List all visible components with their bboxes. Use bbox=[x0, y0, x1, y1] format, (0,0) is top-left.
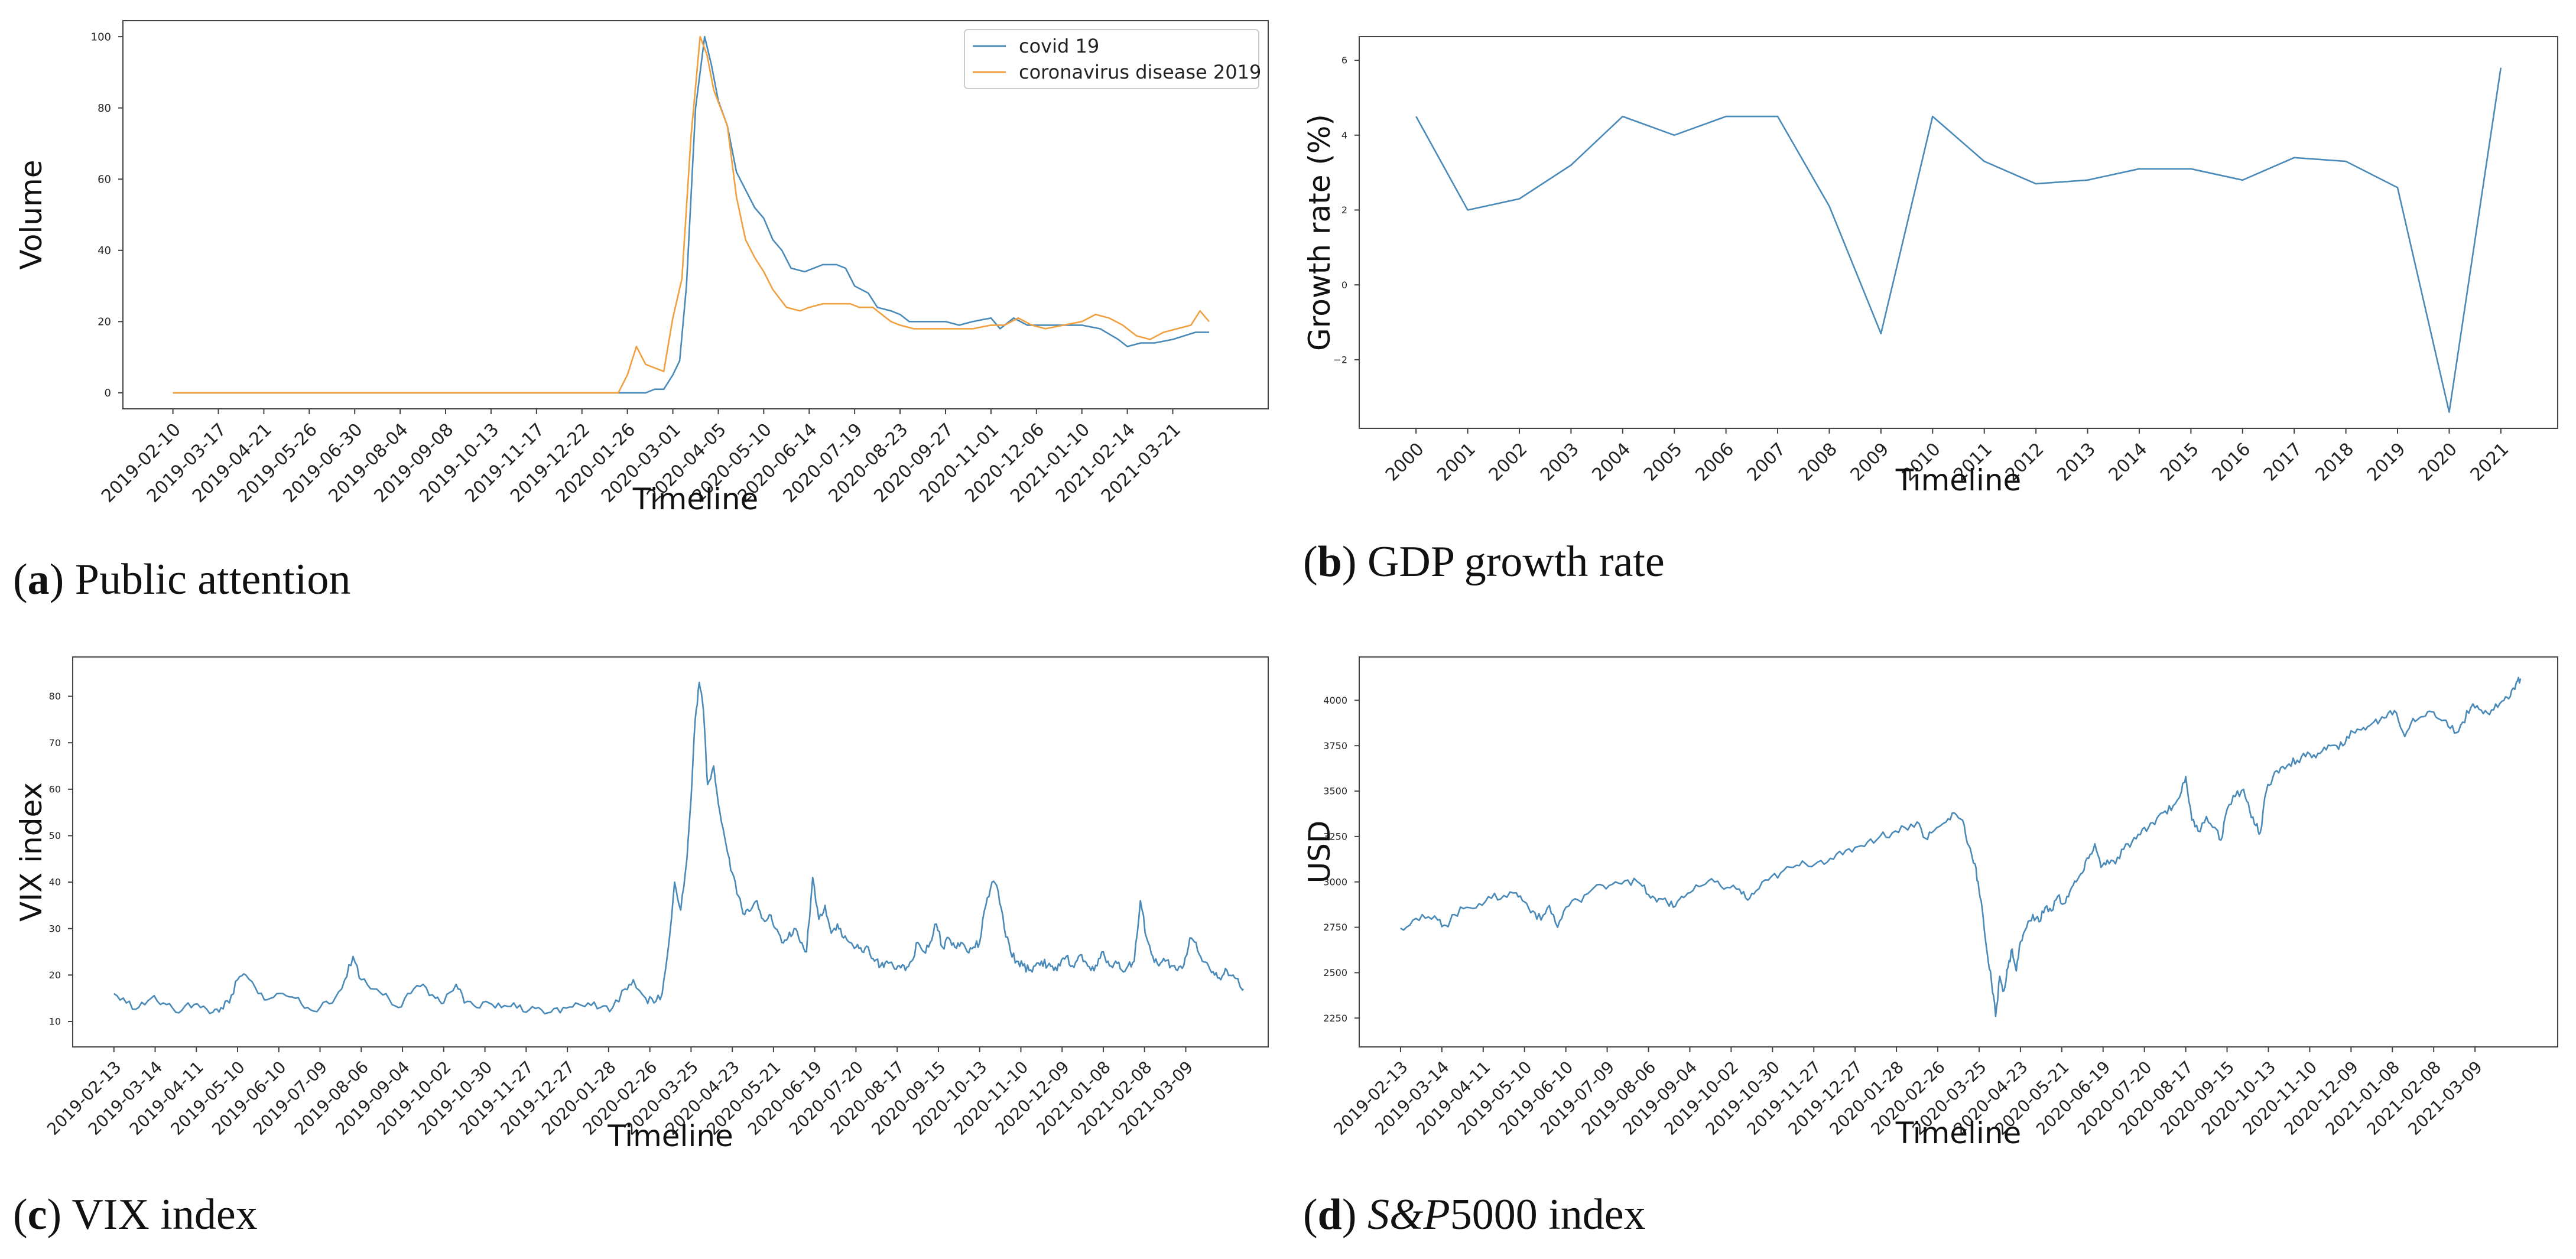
figure-caption: (a) Public attention bbox=[13, 555, 350, 604]
y-tick-label: 20 bbox=[98, 316, 111, 328]
x-axis-label: Timeline bbox=[632, 482, 759, 516]
caption-text: 5000 index bbox=[1450, 1190, 1646, 1239]
caption-text: ) Public attention bbox=[50, 555, 351, 604]
y-tick-label: 2250 bbox=[1323, 1013, 1347, 1024]
x-tick-label: 2001 bbox=[1433, 439, 1480, 486]
y-tick-label: 6 bbox=[1341, 55, 1347, 66]
x-tick-label: 2015 bbox=[2156, 439, 2203, 486]
figure-caption: (d) S&P5000 index bbox=[1303, 1190, 1646, 1239]
x-tick-label: 2016 bbox=[2208, 439, 2255, 486]
y-tick-label: 4000 bbox=[1323, 695, 1347, 706]
x-axis-label: Timeline bbox=[607, 1119, 733, 1153]
y-tick-label: 20 bbox=[49, 970, 61, 981]
x-axis-label: Timeline bbox=[1895, 1116, 2022, 1150]
y-tick-label: 3000 bbox=[1323, 876, 1347, 887]
x-tick-label: 2000 bbox=[1382, 439, 1428, 486]
y-tick-label: −2 bbox=[1333, 354, 1347, 366]
plot-frame bbox=[72, 656, 1269, 1047]
x-tick-label: 2018 bbox=[2311, 439, 2358, 486]
y-axis-label: Growth rate (%) bbox=[1302, 114, 1337, 351]
y-tick-label: 40 bbox=[49, 877, 61, 888]
y-tick-label: 100 bbox=[91, 31, 111, 43]
y-tick-label: 0 bbox=[105, 387, 111, 399]
y-tick-label: 3500 bbox=[1323, 786, 1347, 797]
x-tick-label: 2005 bbox=[1640, 439, 1687, 486]
x-tick-label: 2021 bbox=[2467, 439, 2513, 486]
y-tick-label: 2500 bbox=[1323, 967, 1347, 978]
series-line bbox=[1400, 676, 2522, 1017]
y-tick-label: 60 bbox=[98, 174, 111, 186]
y-tick-label: 50 bbox=[49, 830, 61, 841]
caption-letter: c bbox=[28, 1190, 47, 1239]
caption-text: ) VIX index bbox=[47, 1190, 258, 1239]
plot-frame bbox=[1359, 656, 2558, 1047]
legend-box bbox=[964, 29, 1259, 89]
series-line-0 bbox=[173, 35, 1209, 394]
x-axis-label: Timeline bbox=[1895, 463, 2022, 497]
x-tick-label: 2003 bbox=[1536, 439, 1583, 486]
caption-letter: d bbox=[1318, 1190, 1342, 1239]
y-tick-label: 4 bbox=[1341, 129, 1347, 141]
x-tick-label: 2021-03-21 bbox=[1097, 419, 1185, 507]
y-tick-label: 70 bbox=[49, 737, 61, 749]
chart-panel-d: 225025002750300032503500375040002019-02-… bbox=[1302, 656, 2558, 1239]
x-tick-label: 2009 bbox=[1847, 439, 1893, 486]
y-tick-label: 10 bbox=[49, 1016, 61, 1027]
y-tick-label: 0 bbox=[1341, 279, 1347, 291]
x-tick-label: 2014 bbox=[2105, 439, 2152, 486]
y-tick-label: 40 bbox=[98, 245, 111, 257]
y-tick-label: 3250 bbox=[1323, 831, 1347, 842]
x-tick-label: 2019 bbox=[2363, 439, 2410, 486]
y-tick-label: 3750 bbox=[1323, 740, 1347, 752]
x-tick-label: 2006 bbox=[1691, 439, 1738, 486]
y-tick-label: 2750 bbox=[1323, 922, 1347, 933]
caption-italic: S&P bbox=[1367, 1190, 1450, 1239]
series-line-1 bbox=[173, 35, 1210, 394]
x-tick-label: 2008 bbox=[1795, 439, 1841, 486]
x-tick-label: 2017 bbox=[2260, 439, 2307, 486]
chart-panel-c: 10203040506070802019-02-132019-03-142019… bbox=[13, 656, 1269, 1239]
y-axis-label: VIX index bbox=[14, 782, 48, 922]
x-tick-label: 2004 bbox=[1589, 439, 1635, 486]
y-axis-label: Volume bbox=[14, 160, 48, 270]
chart-panel-a: 0204060801002019-02-102019-03-172019-04-… bbox=[13, 20, 1269, 604]
x-tick-label: 2013 bbox=[2053, 439, 2100, 486]
figure-caption: (b) GDP growth rate bbox=[1303, 538, 1665, 586]
figure-caption: (c) VIX index bbox=[13, 1190, 258, 1239]
y-tick-label: 80 bbox=[98, 102, 111, 115]
series-line bbox=[1415, 67, 2502, 413]
y-axis-label: USD bbox=[1302, 821, 1337, 884]
legend-entry: coronavirus disease 2019 bbox=[1019, 61, 1261, 83]
y-tick-label: 60 bbox=[49, 783, 61, 795]
y-tick-label: 80 bbox=[49, 691, 61, 702]
legend-entry: covid 19 bbox=[1019, 35, 1099, 57]
legend: covid 19 coronavirus disease 2019 bbox=[964, 29, 1261, 89]
caption-text: ) GDP growth rate bbox=[1342, 538, 1665, 586]
plot-frame bbox=[122, 20, 1269, 409]
x-tick-label: 2020 bbox=[2415, 439, 2461, 486]
series-line bbox=[113, 681, 1245, 1015]
plot-frame bbox=[1359, 36, 2558, 429]
caption-letter: b bbox=[1318, 538, 1342, 586]
y-tick-label: 30 bbox=[49, 923, 61, 934]
caption-letter: a bbox=[28, 555, 50, 604]
x-tick-label: 2002 bbox=[1485, 439, 1532, 486]
x-tick-label: 2007 bbox=[1743, 439, 1790, 486]
y-tick-label: 2 bbox=[1341, 204, 1347, 216]
